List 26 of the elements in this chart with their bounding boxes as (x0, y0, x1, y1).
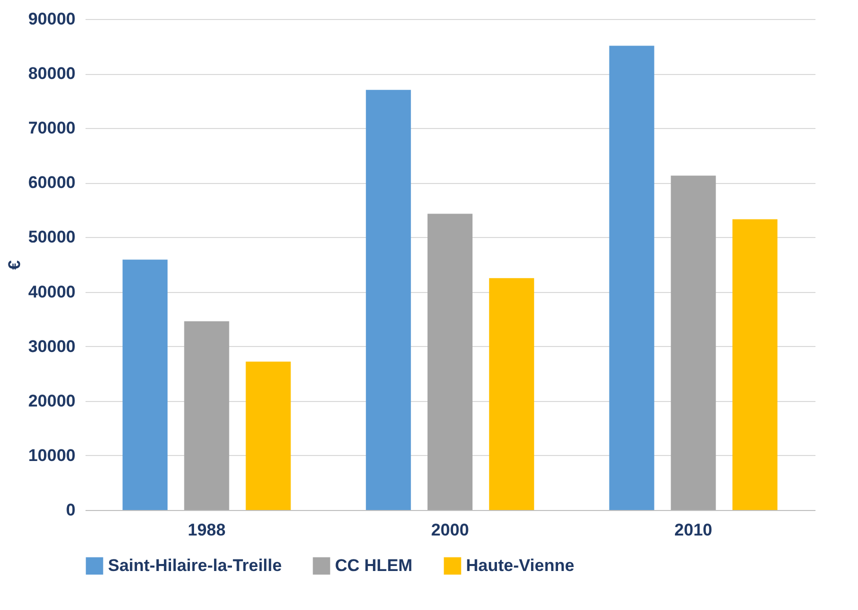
x-tick-label: 2000 (431, 520, 469, 540)
y-tick-label: 70000 (28, 118, 76, 138)
y-tick-label: 0 (66, 500, 76, 520)
y-tick-label: 40000 (28, 282, 76, 302)
y-tick-label: 60000 (28, 173, 76, 192)
legend-label: Saint-Hilaire-la-Treille (108, 556, 282, 575)
y-tick-label: 90000 (28, 10, 76, 28)
bar (670, 176, 716, 510)
y-tick-label: 20000 (28, 391, 76, 410)
y-tick-label: 30000 (28, 336, 76, 356)
bar (489, 278, 534, 510)
bar (428, 214, 472, 510)
bar (246, 362, 291, 510)
bar (122, 260, 168, 510)
bar (184, 321, 230, 510)
y-tick-label: 80000 (28, 64, 76, 84)
bar (732, 219, 778, 510)
legend-label: CC HLEM (335, 556, 412, 575)
bar (609, 46, 654, 510)
y-tick-label: 50000 (28, 228, 76, 247)
y-axis-title: € (5, 260, 24, 270)
x-tick-label: 1988 (188, 520, 226, 540)
legend-label: Haute-Vienne (466, 556, 574, 575)
bar (366, 90, 411, 510)
y-tick-label: 10000 (28, 446, 76, 465)
x-tick-label: 2010 (674, 520, 712, 540)
